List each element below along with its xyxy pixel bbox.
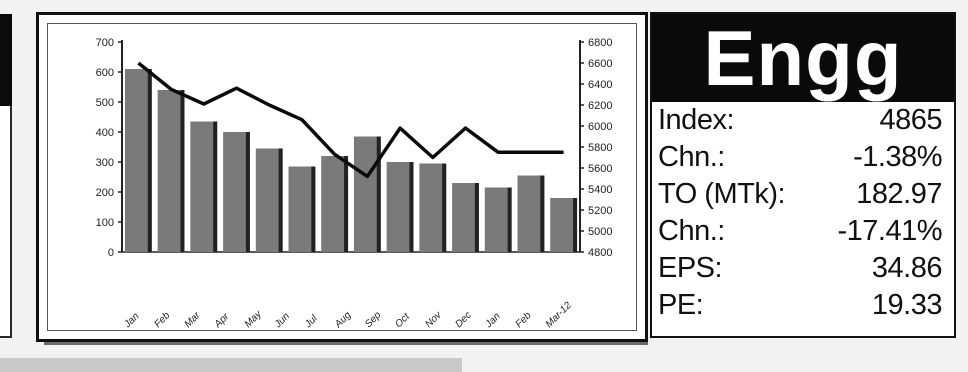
bar: [484, 187, 512, 252]
bar-edge: [180, 90, 185, 252]
bar: [419, 163, 447, 252]
stat-label: TO (MTk):: [658, 178, 786, 210]
bar: [321, 156, 349, 252]
bar: [452, 183, 479, 252]
x-axis-tick-label: Oct: [393, 310, 413, 330]
left-axis-tick-label: 300: [96, 157, 114, 169]
bar-edge: [213, 121, 218, 252]
stat-row-eps: EPS: 34.86: [652, 250, 954, 287]
stat-value: -17.41%: [837, 215, 942, 247]
bar-edge: [278, 148, 283, 252]
right-axis-tick-label: 6800: [588, 37, 612, 49]
right-axis-tick-label: 6400: [588, 79, 612, 91]
stat-label: Chn.:: [658, 141, 725, 173]
bar-edge: [376, 136, 381, 252]
x-axis-tick-label: Mar-12: [544, 300, 574, 330]
bar-edge: [474, 183, 479, 252]
left-axis-tick-label: 600: [96, 67, 114, 79]
left-axis-tick-label: 0: [108, 247, 114, 259]
chart-frame-shadow: [44, 342, 648, 345]
bar: [288, 166, 316, 252]
stat-value: 19.33: [871, 289, 943, 321]
bar: [223, 132, 250, 252]
bar-edge: [409, 162, 414, 252]
stat-label: Chn.:: [658, 215, 725, 247]
left-axis-tick-label: 700: [96, 37, 114, 49]
left-panel-edge: [0, 106, 12, 338]
sector-title: Engg: [652, 14, 954, 102]
bar-edge: [311, 166, 316, 252]
right-axis-tick-label: 5200: [588, 205, 612, 217]
left-axis-tick-label: 200: [96, 187, 114, 199]
stat-row-index-change: Chn.: -1.38%: [652, 139, 954, 176]
x-axis-tick-label: Dec: [453, 310, 473, 330]
x-axis-tick-label: Jun: [272, 311, 292, 331]
stat-value: 4865: [879, 104, 942, 136]
x-axis-tick-label: Sep: [363, 309, 384, 330]
right-axis-tick-label: 6600: [588, 58, 612, 70]
x-axis-tick-label: May: [243, 308, 265, 330]
x-axis-tick-label: Jan: [122, 311, 142, 331]
bottom-bar: [0, 358, 462, 372]
x-axis-tick-label: Jul: [302, 313, 320, 331]
right-axis-tick-label: 5400: [588, 184, 612, 196]
right-axis-tick-label: 6000: [588, 121, 612, 133]
right-axis-tick-label: 4800: [588, 247, 612, 259]
left-axis-tick-label: 100: [96, 217, 114, 229]
stat-row-pe: PE: 19.33: [652, 287, 954, 324]
bar: [124, 69, 152, 252]
stats-list: Index: 4865 Chn.: -1.38% TO (MTk): 182.9…: [652, 102, 954, 324]
bar-edge: [540, 175, 545, 252]
x-axis-tick-label: Jan: [483, 311, 503, 331]
x-axis-tick-label: Apr: [212, 311, 232, 331]
bar-edge: [245, 132, 250, 252]
bar-edge: [442, 163, 447, 252]
right-axis-tick-label: 6200: [588, 100, 612, 112]
left-axis-tick-label: 400: [96, 127, 114, 139]
combo-chart: 0 100 200 300 400 500 600 700 4800 5000 5200 5400 56…: [96, 37, 613, 331]
right-axis-tick-label: 5600: [588, 163, 612, 175]
bar-edge: [344, 156, 349, 252]
stat-label: Index:: [658, 104, 735, 136]
chart-inner-border: [47, 23, 637, 331]
bar: [517, 175, 545, 252]
bar-edge: [573, 198, 578, 252]
bar: [157, 90, 185, 252]
stat-row-index: Index: 4865: [652, 102, 954, 139]
stat-row-turnover: TO (MTk): 182.97: [652, 176, 954, 213]
x-axis-tick-label: Feb: [152, 310, 172, 330]
x-axis-tick-label: Mar: [183, 310, 203, 330]
x-axis-tick-label: Aug: [332, 309, 353, 330]
right-axis-tick-label: 5000: [588, 226, 612, 238]
x-axis-tick-label: Nov: [423, 309, 444, 330]
left-panel-header: [0, 14, 12, 106]
bar-edge: [507, 187, 512, 252]
bar: [550, 198, 578, 252]
stat-row-turnover-change: Chn.: -17.41%: [652, 213, 954, 250]
bar: [353, 136, 381, 252]
left-axis-tick-label: 500: [96, 97, 114, 109]
index-line: [137, 61, 564, 179]
bar: [255, 148, 283, 252]
bar: [190, 121, 218, 252]
x-axis-tick-label: Feb: [514, 310, 534, 330]
stat-value: -1.38%: [853, 141, 942, 173]
bar: [386, 162, 414, 252]
sector-info-panel: Engg Index: 4865 Chn.: -1.38% TO (MTk): …: [650, 12, 956, 338]
stat-label: PE:: [658, 289, 704, 321]
bar-edge: [147, 69, 152, 252]
right-axis-tick-label: 5800: [588, 142, 612, 154]
stat-value: 182.97: [856, 178, 942, 210]
stat-value: 34.86: [871, 252, 943, 284]
stat-label: EPS:: [658, 252, 723, 284]
